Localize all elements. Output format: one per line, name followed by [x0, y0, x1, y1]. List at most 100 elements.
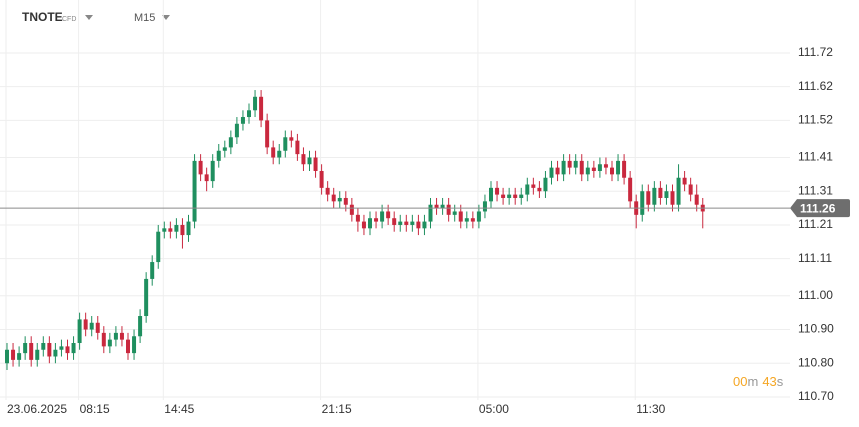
- candle-body: [434, 204, 439, 209]
- candle-body: [283, 137, 288, 151]
- candle-body: [513, 194, 518, 198]
- y-tick-label: 111.52: [798, 113, 833, 127]
- candle-body: [622, 160, 627, 178]
- candle-body: [652, 187, 657, 205]
- price-label: 111.26: [800, 201, 836, 215]
- candle-body: [446, 204, 451, 215]
- timer-seconds: 43: [762, 374, 776, 389]
- candle-body: [29, 343, 34, 360]
- candle-body: [458, 211, 463, 222]
- candle-body: [253, 96, 258, 111]
- candle-body: [670, 191, 675, 205]
- candle-body: [555, 167, 560, 175]
- candle-body: [144, 278, 149, 317]
- candle-body: [65, 346, 70, 354]
- candle-body: [113, 332, 118, 340]
- dropdown-arrow[interactable]: [85, 15, 93, 20]
- candle-body: [422, 221, 427, 229]
- timer: 00m 43s: [733, 374, 784, 389]
- candle-body: [277, 150, 282, 158]
- candle-body: [616, 160, 621, 175]
- candle-body: [361, 221, 366, 229]
- y-tick-label: 111.31: [798, 183, 833, 197]
- candle-body: [591, 167, 596, 171]
- candle-body: [216, 150, 221, 161]
- candle-body: [126, 339, 130, 354]
- dropdown-arrow[interactable]: [162, 15, 170, 20]
- candle-body: [95, 322, 100, 333]
- candle-body: [168, 228, 173, 232]
- timer-unit: s: [777, 374, 784, 389]
- x-tick-label: 05:00: [479, 402, 509, 416]
- candle-body: [23, 343, 28, 354]
- candle-body: [174, 224, 179, 232]
- candle-body: [676, 177, 681, 205]
- candle-body: [374, 218, 379, 222]
- y-tick-label: 110.70: [798, 389, 834, 403]
- candle-body: [234, 123, 239, 138]
- candle-body: [301, 154, 306, 165]
- candle-body: [567, 160, 572, 168]
- candle-body: [11, 349, 16, 360]
- candle-body: [295, 140, 300, 155]
- candle-body: [531, 184, 536, 188]
- candle-body: [428, 204, 433, 222]
- candle-body: [313, 157, 318, 171]
- candle-body: [59, 346, 64, 350]
- candle-body: [386, 211, 391, 219]
- candle-body: [664, 191, 669, 198]
- y-tick-label: 111.00: [798, 288, 833, 302]
- candle-body: [5, 349, 9, 364]
- candle-body: [204, 174, 209, 182]
- candle-body: [325, 187, 330, 195]
- candle-body: [579, 160, 584, 175]
- candle-body: [41, 343, 46, 350]
- y-tick-label: 111.41: [798, 150, 833, 164]
- candle-body: [132, 336, 137, 354]
- candle-body: [138, 316, 143, 337]
- candle-body: [537, 187, 542, 192]
- candle-body: [464, 218, 469, 222]
- y-tick-label: 110.80: [798, 355, 834, 369]
- candle-body: [368, 218, 372, 229]
- candle-body: [337, 197, 342, 202]
- candle-body: [398, 221, 403, 225]
- candle-body: [265, 120, 270, 148]
- symbol[interactable]: TNOTE: [22, 10, 63, 24]
- x-tick-label: 14:45: [164, 402, 194, 416]
- y-tick-label: 111.62: [798, 79, 833, 93]
- candle-body: [349, 204, 354, 215]
- candle-body: [440, 204, 445, 209]
- candle-body: [561, 160, 566, 175]
- y-tick-label: 111.21: [798, 217, 833, 231]
- candle-body: [247, 110, 251, 118]
- candle-body: [53, 349, 58, 357]
- interval[interactable]: M15: [134, 12, 155, 24]
- candle-body: [688, 184, 693, 195]
- candle-body: [646, 191, 651, 205]
- candle-body: [307, 157, 312, 165]
- candle-body: [222, 147, 227, 151]
- candle-body: [495, 187, 500, 195]
- y-tick-label: 111.11: [798, 251, 832, 265]
- candle-body: [585, 167, 590, 175]
- candle-body: [549, 167, 554, 178]
- candle-body: [271, 147, 276, 158]
- candle-body: [107, 339, 112, 347]
- candle-body: [180, 224, 185, 236]
- timer-unit: m: [747, 374, 758, 389]
- candle-body: [228, 137, 233, 148]
- candle-body: [380, 211, 385, 222]
- candle-body: [319, 170, 324, 188]
- candle-body: [392, 218, 397, 225]
- candle-body: [640, 191, 645, 215]
- candle-body: [17, 353, 22, 360]
- candle-body: [156, 231, 161, 263]
- candle-body: [343, 197, 348, 205]
- x-tick-label: 21:15: [322, 402, 352, 416]
- candle-body: [186, 221, 191, 236]
- candle-body: [210, 160, 215, 182]
- candle-body: [603, 164, 608, 168]
- candle-body: [519, 194, 524, 198]
